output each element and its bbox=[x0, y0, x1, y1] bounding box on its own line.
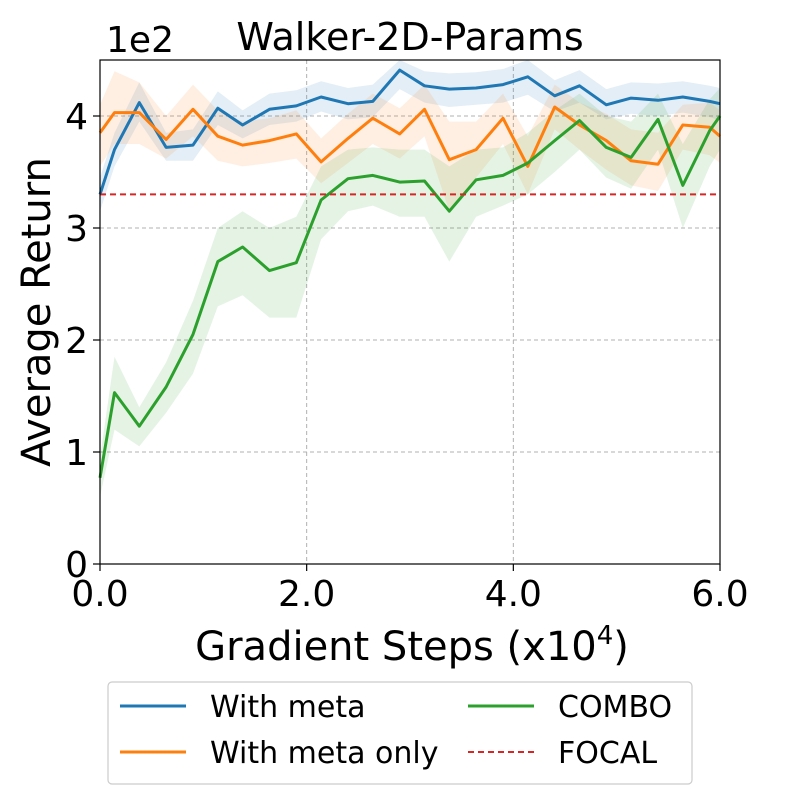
x-tick-label: 4.0 bbox=[485, 574, 542, 615]
axis-ticks: 0.0 2.0 4.0 6.0 0 1 2 3 4 bbox=[65, 97, 749, 615]
band-with-meta-only bbox=[100, 71, 720, 212]
x-axis-title: Gradient Steps (x104) bbox=[195, 621, 629, 670]
series-lines bbox=[98, 68, 722, 479]
x-tick-label: 2.0 bbox=[278, 574, 335, 615]
y-tick-label: 2 bbox=[65, 321, 88, 362]
legend-label-with-meta-only: With meta only bbox=[210, 736, 438, 771]
line-with-meta bbox=[98, 68, 721, 195]
y-tick-label: 1 bbox=[65, 433, 88, 474]
y-axis-title: Average Return bbox=[14, 157, 60, 467]
line-combo bbox=[98, 115, 722, 479]
y-tick-label: 3 bbox=[65, 209, 88, 250]
confidence-bands bbox=[100, 60, 720, 497]
x-tick-label: 6.0 bbox=[691, 574, 748, 615]
band-combo bbox=[100, 88, 720, 497]
line-with-meta-only bbox=[98, 105, 721, 168]
y-scale-label: 1e2 bbox=[106, 20, 174, 61]
x-axis-title-main: Gradient Steps (x10 bbox=[195, 624, 597, 670]
legend-label-with-meta: With meta bbox=[210, 690, 365, 725]
legend-label-combo: COMBO bbox=[558, 690, 672, 725]
y-tick-label: 4 bbox=[65, 97, 88, 138]
legend-frame bbox=[107, 681, 693, 785]
x-tick-label: 0.0 bbox=[71, 574, 128, 615]
legend: With meta With meta only COMBO FOCAL bbox=[107, 681, 693, 785]
plot-frame bbox=[99, 59, 721, 565]
y-tick-label: 0 bbox=[65, 545, 88, 586]
x-axis-title-suffix: ) bbox=[613, 624, 629, 670]
chart-title: Walker-2D-Params bbox=[236, 15, 583, 59]
x-axis-title-exponent: 4 bbox=[597, 621, 614, 651]
band-with-meta bbox=[100, 60, 720, 212]
legend-label-focal: FOCAL bbox=[558, 736, 657, 771]
